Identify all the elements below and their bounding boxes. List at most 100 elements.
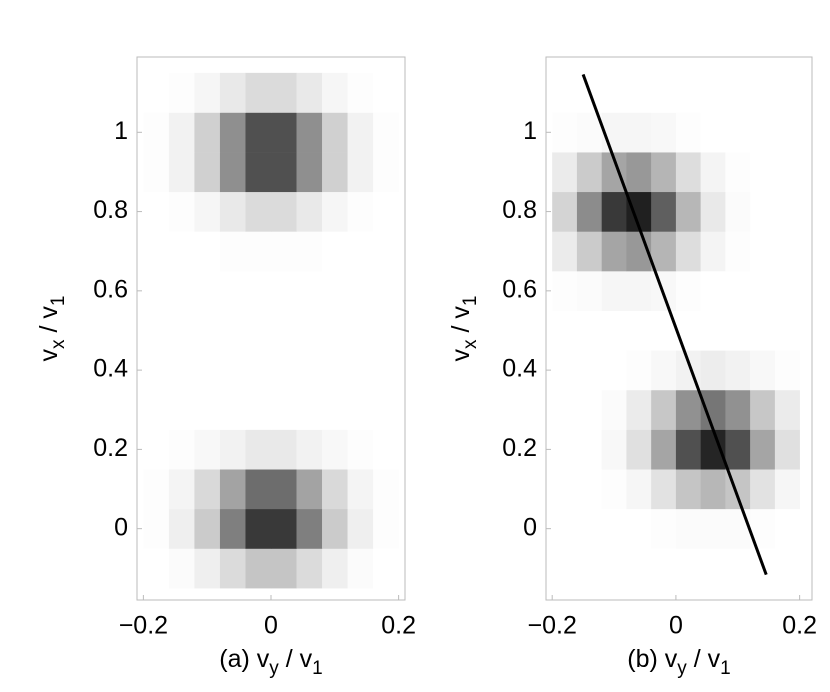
- x-tick-label: 0.2: [381, 612, 416, 640]
- heat-cell: [271, 310, 297, 351]
- heat-cell: [552, 389, 578, 430]
- heat-cell: [194, 389, 221, 430]
- heat-cell: [552, 548, 578, 589]
- heat-cell: [750, 350, 776, 391]
- heat-cell: [373, 112, 399, 153]
- heat-cell: [774, 271, 800, 311]
- heat-cell: [245, 310, 272, 351]
- heat-cell: [347, 112, 374, 153]
- heat-cell: [576, 152, 602, 193]
- heat-cell: [774, 231, 800, 272]
- heat-cell: [168, 231, 195, 272]
- heat-cell: [651, 350, 677, 391]
- heat-cell: [219, 469, 246, 510]
- heat-cell: [322, 271, 348, 311]
- x-axis-label-part: y: [677, 658, 687, 679]
- heat-cell: [296, 389, 323, 430]
- x-axis-label-part: (b) v: [627, 645, 678, 673]
- heat-cell: [675, 548, 701, 589]
- heat-cell: [143, 72, 170, 113]
- heat-cell: [168, 271, 195, 311]
- heat-cell: [322, 548, 348, 589]
- heat-cell: [296, 191, 323, 232]
- heat-cell: [576, 310, 602, 351]
- heat-cell: [143, 548, 170, 589]
- heat-cell: [271, 469, 297, 510]
- heat-cell: [271, 548, 297, 589]
- heat-cell: [245, 508, 272, 549]
- heat-cell: [194, 310, 221, 351]
- heat-cell: [322, 310, 348, 351]
- heat-cell: [700, 271, 726, 311]
- heat-cell: [725, 72, 751, 113]
- heat-cell: [601, 548, 627, 589]
- heat-cell: [194, 112, 221, 153]
- heat-cell: [576, 271, 602, 311]
- heat-cell: [219, 72, 246, 113]
- y-tick-label: 0.4: [93, 355, 128, 383]
- heat-cell: [347, 548, 374, 589]
- heat-cell: [373, 350, 399, 391]
- heat-cell: [347, 231, 374, 272]
- heat-cell: [245, 72, 272, 113]
- heat-cell: [296, 429, 323, 470]
- heat-cell: [725, 350, 751, 391]
- heat-cell: [168, 72, 195, 113]
- heat-cell: [552, 191, 578, 232]
- heat-cell: [219, 508, 246, 549]
- heat-cell: [271, 508, 297, 549]
- heat-cell: [322, 112, 348, 153]
- y-tick-label: 0.6: [93, 275, 128, 303]
- heat-cell: [219, 548, 246, 589]
- heat-cell: [219, 112, 246, 153]
- heat-cell: [194, 469, 221, 510]
- heat-cell: [626, 508, 652, 549]
- heat-cell: [601, 191, 627, 232]
- heat-cell: [347, 508, 374, 549]
- heat-cell: [322, 191, 348, 232]
- heat-cell: [143, 231, 170, 272]
- heat-cell: [219, 191, 246, 232]
- heat-cell: [296, 152, 323, 193]
- heat-cell: [271, 231, 297, 272]
- heat-cell: [347, 271, 374, 311]
- heat-cell: [143, 508, 170, 549]
- x-tick-label: −0.2: [528, 612, 577, 640]
- heat-cell: [700, 152, 726, 193]
- y-axis-label: vx / v1: [447, 296, 481, 362]
- y-tick-label: 0: [523, 513, 537, 541]
- heat-cell: [700, 112, 726, 153]
- heat-cell: [271, 152, 297, 193]
- heat-cell: [725, 389, 751, 430]
- heat-cell: [576, 429, 602, 470]
- heat-cell: [194, 429, 221, 470]
- heat-cell: [322, 231, 348, 272]
- heat-cell: [219, 271, 246, 311]
- heat-cell: [576, 389, 602, 430]
- heat-cell: [651, 429, 677, 470]
- heat-cell: [168, 429, 195, 470]
- heat-cell: [373, 508, 399, 549]
- heat-cell: [651, 469, 677, 510]
- heat-cell: [373, 469, 399, 510]
- heat-cell: [626, 548, 652, 589]
- y-axis-label-part: 1: [48, 296, 69, 307]
- y-axis-label-part: x: [48, 339, 69, 349]
- heat-cell: [168, 548, 195, 589]
- fit-line: [581, 73, 768, 576]
- heat-cell: [219, 429, 246, 470]
- heat-cell: [245, 469, 272, 510]
- heat-cell: [774, 429, 800, 470]
- heat-cell: [700, 310, 726, 351]
- heat-cell: [271, 112, 297, 153]
- heat-cell: [725, 271, 751, 311]
- heat-cell: [675, 72, 701, 113]
- heat-cell: [322, 350, 348, 391]
- y-tick-label: 0: [114, 513, 128, 541]
- heat-cell: [626, 350, 652, 391]
- heat-cell: [576, 469, 602, 510]
- heat-cell: [774, 350, 800, 391]
- heat-cell: [750, 310, 776, 351]
- heat-cell: [143, 469, 170, 510]
- heat-cell: [750, 271, 776, 311]
